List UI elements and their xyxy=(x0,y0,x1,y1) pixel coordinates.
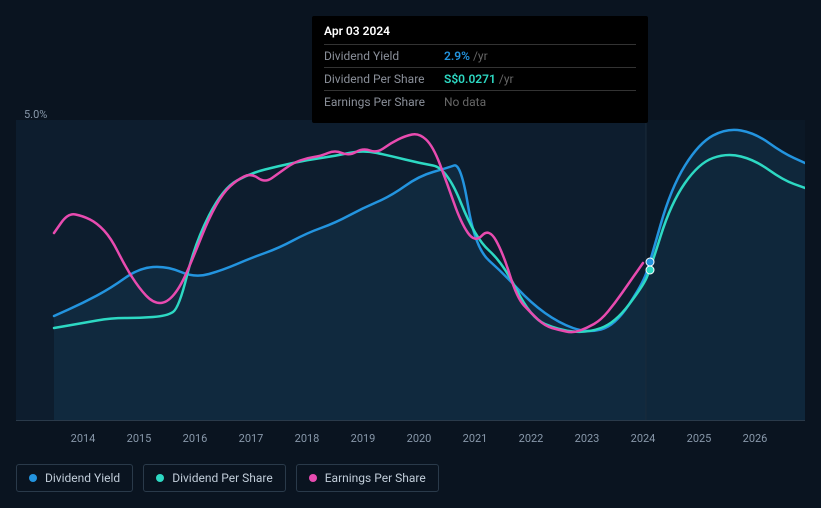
x-tick: 2016 xyxy=(183,432,208,445)
tooltip-row-label: Dividend Yield xyxy=(324,49,444,63)
x-tick: 2026 xyxy=(743,432,768,445)
legend-item[interactable]: Earnings Per Share xyxy=(296,464,439,492)
x-tick: 2023 xyxy=(575,432,600,445)
hover-tooltip: Apr 03 2024 Dividend Yield2.9%/yrDividen… xyxy=(312,16,648,123)
x-tick: 2014 xyxy=(71,432,96,445)
tooltip-row: Dividend Yield2.9%/yr xyxy=(324,44,636,67)
x-tick: 2017 xyxy=(239,432,264,445)
tooltip-row-nodata: No data xyxy=(444,95,486,109)
legend-item[interactable]: Dividend Per Share xyxy=(143,464,286,492)
axis-bottom xyxy=(16,420,805,421)
tooltip-row: Earnings Per ShareNo data xyxy=(324,90,636,113)
tooltip-row-label: Dividend Per Share xyxy=(324,72,444,86)
legend-dot-icon xyxy=(309,474,317,482)
x-tick: 2019 xyxy=(351,432,376,445)
x-tick: 2022 xyxy=(519,432,544,445)
legend-label: Dividend Yield xyxy=(45,471,120,485)
x-tick: 2018 xyxy=(295,432,320,445)
x-tick: 2021 xyxy=(463,432,488,445)
x-tick: 2024 xyxy=(631,432,656,445)
tooltip-row-unit: /yr xyxy=(473,49,488,63)
legend-label: Dividend Per Share xyxy=(172,471,273,485)
x-axis: 2014 2015 2016 2017 2018 2019 2020 2021 2022 2023… xyxy=(16,432,805,448)
x-tick: 2020 xyxy=(407,432,432,445)
tooltip-row-unit: /yr xyxy=(499,72,514,86)
x-tick: 2015 xyxy=(127,432,152,445)
chart-legend: Dividend Yield Dividend Per Share Earnings… xyxy=(16,464,439,492)
legend-item[interactable]: Dividend Yield xyxy=(16,464,133,492)
dividend-chart: Apr 03 2024 Dividend Yield2.9%/yrDividen… xyxy=(0,0,821,508)
tooltip-row-label: Earnings Per Share xyxy=(324,95,444,109)
x-tick: 2025 xyxy=(687,432,712,445)
legend-label: Earnings Per Share xyxy=(325,471,426,485)
tooltip-row-value: 2.9% xyxy=(444,49,470,63)
chart-plot-area[interactable] xyxy=(16,108,805,420)
legend-dot-icon xyxy=(156,474,164,482)
tooltip-date: Apr 03 2024 xyxy=(324,24,636,44)
tooltip-row: Dividend Per ShareS$0.0271/yr xyxy=(324,67,636,90)
legend-dot-icon xyxy=(29,474,37,482)
tooltip-row-value: S$0.0271 xyxy=(444,72,496,86)
